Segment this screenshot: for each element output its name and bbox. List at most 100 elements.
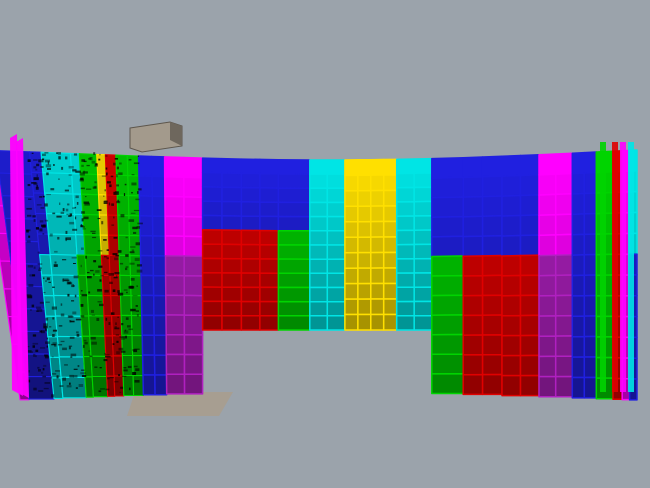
mesh-element[interactable] (326, 300, 346, 317)
mesh-element[interactable] (165, 314, 186, 336)
mesh-element[interactable] (277, 258, 311, 275)
mesh-element[interactable] (583, 356, 598, 379)
mesh-element[interactable] (382, 313, 398, 331)
mesh-element[interactable] (462, 314, 484, 336)
mesh-element[interactable] (201, 171, 223, 188)
mesh-element[interactable] (165, 333, 186, 356)
mesh-element[interactable] (554, 294, 574, 317)
mesh-element[interactable] (240, 300, 261, 317)
mesh-element[interactable] (554, 355, 574, 378)
mesh-element[interactable] (481, 334, 503, 356)
mesh-element[interactable] (118, 254, 132, 277)
mesh-column[interactable] (344, 158, 398, 331)
mesh-element[interactable] (153, 314, 167, 337)
mesh-element[interactable] (99, 234, 110, 256)
mesh-element[interactable] (481, 373, 503, 396)
mesh-element[interactable] (538, 335, 557, 358)
mesh-element[interactable] (370, 189, 385, 207)
mesh-element[interactable] (519, 354, 540, 377)
mesh-element[interactable] (501, 174, 522, 197)
mesh-element[interactable] (538, 375, 557, 398)
mesh-element[interactable] (164, 195, 185, 218)
mesh-element[interactable] (481, 314, 503, 336)
mesh-element[interactable] (571, 274, 586, 297)
mesh-element[interactable] (277, 187, 311, 204)
mesh-element[interactable] (138, 195, 154, 217)
mesh-element[interactable] (481, 234, 503, 257)
mesh-element[interactable] (395, 286, 415, 303)
mesh-element[interactable] (501, 374, 522, 397)
mesh-element[interactable] (519, 174, 540, 197)
mesh-element[interactable] (554, 172, 574, 196)
mesh-element[interactable] (139, 214, 154, 237)
mesh-column[interactable] (78, 153, 109, 398)
mesh-column[interactable] (104, 154, 125, 397)
mesh-element[interactable] (183, 255, 204, 277)
mesh-element[interactable] (382, 282, 398, 300)
mesh-element[interactable] (221, 229, 243, 246)
mesh-element[interactable] (277, 300, 311, 317)
mesh-element[interactable] (240, 186, 261, 203)
mesh-element[interactable] (277, 272, 311, 289)
mesh-element[interactable] (382, 220, 398, 238)
mesh-element[interactable] (326, 286, 346, 303)
mesh-element[interactable] (395, 200, 415, 217)
mesh-element[interactable] (240, 215, 261, 232)
mesh-element[interactable] (413, 229, 433, 246)
mesh-element[interactable] (183, 373, 204, 395)
mesh-element[interactable] (344, 189, 359, 208)
mesh-element[interactable] (277, 158, 311, 175)
mesh-element[interactable] (152, 294, 167, 317)
mesh-element[interactable] (309, 300, 329, 317)
mesh-element[interactable] (357, 220, 372, 238)
mesh-element[interactable] (501, 254, 522, 277)
mesh-element[interactable] (370, 298, 385, 316)
mesh-element[interactable] (583, 192, 598, 215)
mesh-element[interactable] (163, 175, 185, 198)
mesh-element[interactable] (326, 244, 346, 260)
mesh-element[interactable] (240, 286, 261, 303)
mesh-element[interactable] (183, 334, 204, 356)
mesh-element[interactable] (431, 294, 464, 316)
mesh-element[interactable] (413, 200, 433, 217)
mesh-element[interactable] (519, 254, 540, 277)
mesh-element[interactable] (344, 251, 359, 269)
mesh-element[interactable] (501, 294, 522, 317)
mesh-element[interactable] (164, 235, 185, 257)
mesh-column[interactable] (115, 154, 144, 397)
mesh-element[interactable] (583, 315, 598, 338)
mesh-element[interactable] (153, 354, 168, 376)
mesh-element[interactable] (554, 233, 574, 256)
mesh-element[interactable] (538, 315, 557, 338)
mesh-element[interactable] (141, 334, 156, 356)
mesh-element[interactable] (240, 172, 261, 189)
mesh-element[interactable] (201, 214, 223, 231)
mesh-element[interactable] (431, 333, 464, 356)
mesh-element[interactable] (240, 243, 261, 260)
mesh-element[interactable] (370, 205, 385, 223)
mesh-element[interactable] (154, 374, 168, 396)
mesh-element[interactable] (309, 230, 329, 246)
mesh-element[interactable] (357, 251, 372, 269)
mesh-element[interactable] (326, 258, 346, 275)
mesh-element[interactable] (501, 154, 522, 177)
mesh-element[interactable] (344, 267, 359, 285)
mesh-element[interactable] (395, 186, 415, 203)
mesh-element[interactable] (277, 286, 311, 303)
mesh-column[interactable] (240, 158, 280, 331)
mesh-element[interactable] (326, 201, 346, 218)
mesh-element[interactable] (571, 335, 586, 358)
mesh-element[interactable] (259, 172, 280, 189)
mesh-element[interactable] (277, 201, 311, 218)
mesh-element[interactable] (117, 214, 130, 237)
mesh-element[interactable] (221, 215, 243, 232)
mesh-element[interactable] (221, 272, 243, 289)
mesh-column[interactable] (571, 151, 598, 399)
mesh-element[interactable] (259, 215, 280, 232)
mesh-element[interactable] (357, 158, 372, 177)
mesh-element[interactable] (481, 215, 503, 237)
mesh-element[interactable] (183, 215, 204, 238)
mesh-column[interactable] (137, 155, 168, 396)
mesh-element[interactable] (201, 200, 223, 217)
mesh-element[interactable] (309, 286, 329, 303)
